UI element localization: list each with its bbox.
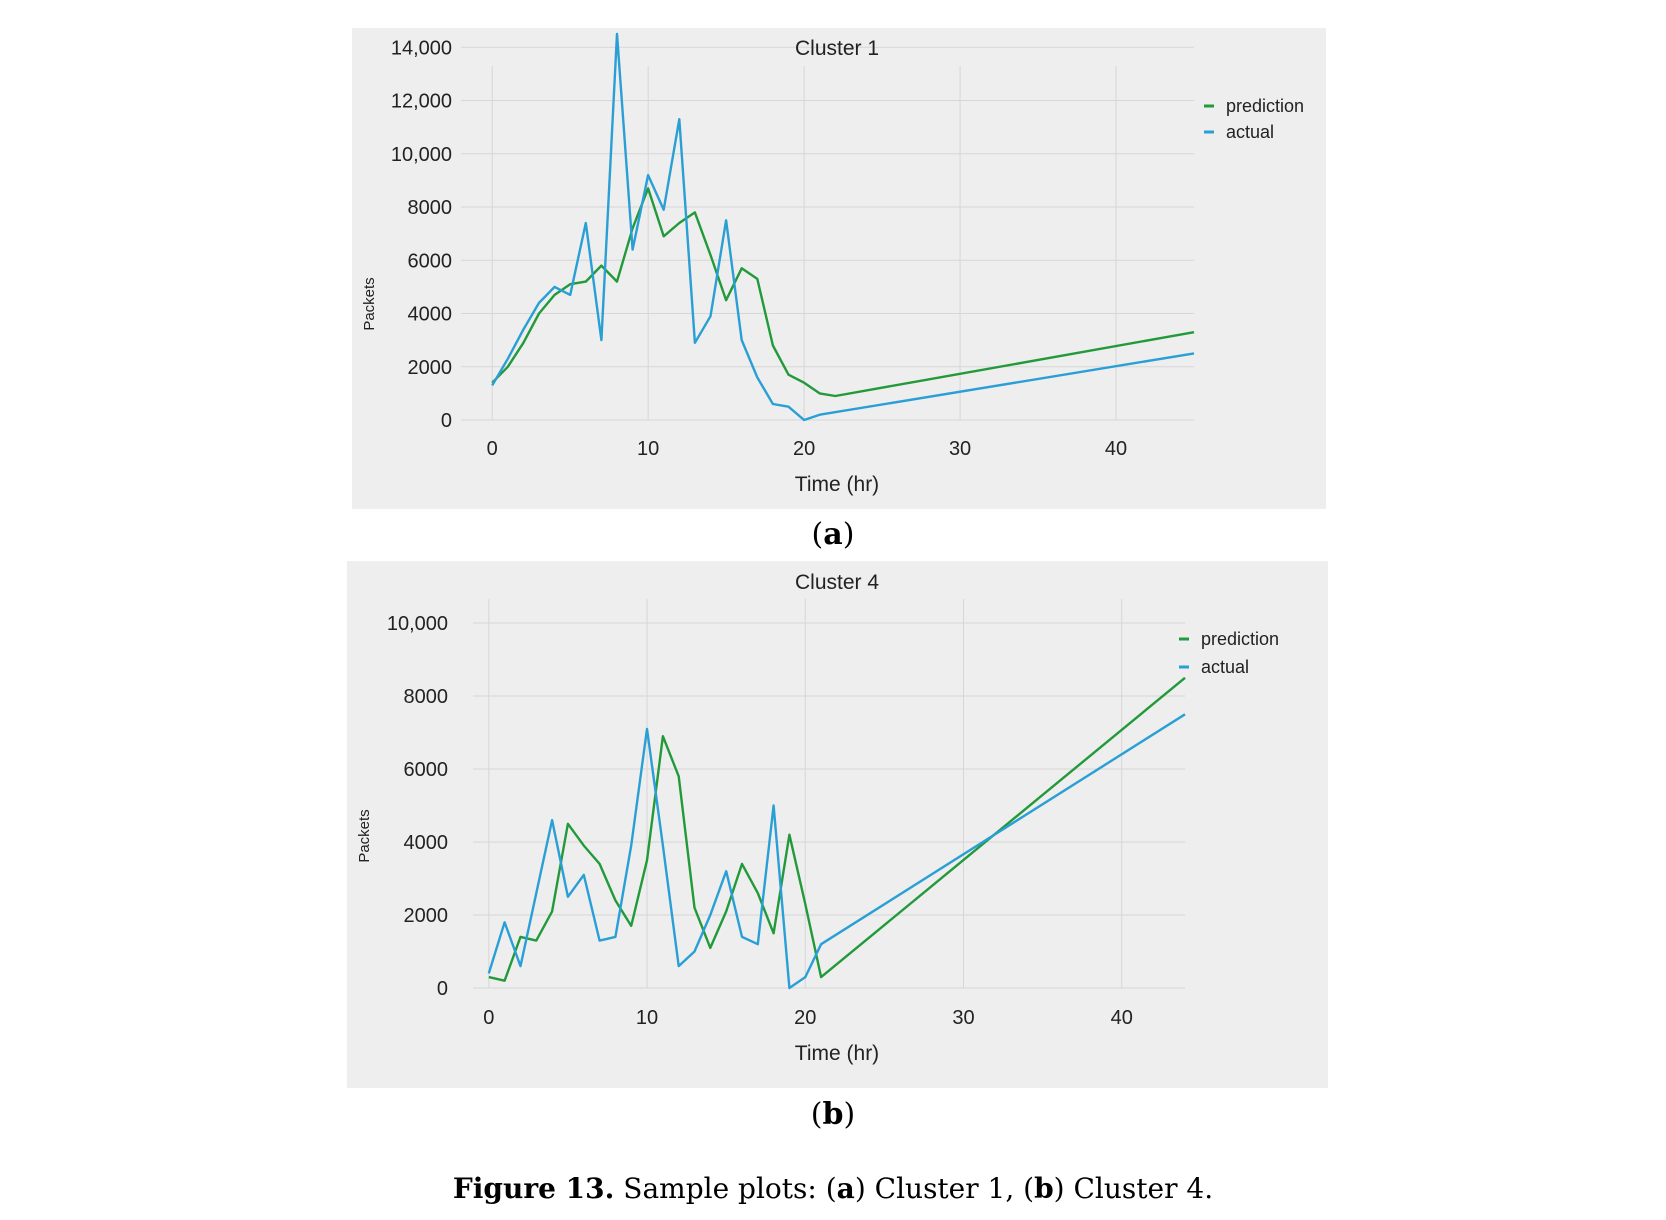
c2-series-line-prediction — [488, 676, 1186, 982]
subfigure-label-b: (b) — [810, 1097, 856, 1132]
c2-y-tick-label: 4000 — [404, 832, 449, 854]
c1-legend-label-prediction: prediction — [1226, 96, 1304, 116]
c2-legend-label-actual: actual — [1201, 657, 1249, 677]
c1-y-tick-label: 0 — [441, 410, 452, 432]
c1-y-tick-label: 6000 — [408, 250, 453, 272]
c1-x-axis-title: Time (hr) — [795, 473, 879, 496]
subfigure-label-a: (a) — [811, 517, 855, 552]
c2-y-tick-label: 10,000 — [387, 613, 448, 635]
chart-panel-cluster-4: Cluster 4 0 2000 4000 6000 8000 10,000 0 10 20 30 4… — [347, 561, 1328, 1088]
c2-x-tick-label: 40 — [1111, 1007, 1133, 1029]
c2-y-tick-label: 6000 — [404, 759, 449, 781]
c2-series-line-actual — [487, 713, 1186, 990]
c2-y-tick-label: 8000 — [404, 686, 449, 708]
c1-x-tick-label: 0 — [487, 438, 498, 460]
c1-x-tick-label: 10 — [637, 438, 659, 460]
c1-y-tick-label: 12,000 — [391, 91, 452, 113]
c2-x-tick-label: 0 — [483, 1007, 494, 1029]
c2-x-tick-label: 30 — [952, 1007, 974, 1029]
c2-legend-label-prediction: prediction — [1201, 629, 1279, 649]
figure-caption: Figure 13. Sample plots: (a) Cluster 1, … — [452, 1172, 1214, 1205]
c2-x-axis-title: Time (hr) — [795, 1042, 879, 1065]
c1-x-tick-label: 30 — [949, 438, 971, 460]
c2-y-tick-label: 0 — [437, 978, 448, 1000]
c1-series-line-actual — [491, 32, 1195, 422]
chart-panel-cluster-1: Cluster 1 0 2000 4000 6000 8000 10,000 12,000 14… — [352, 28, 1326, 509]
c2-x-tick-label: 10 — [636, 1007, 658, 1029]
chart-cluster-4: Cluster 4 0 2000 4000 6000 8000 10,000 0 10 20 30 4… — [356, 571, 1279, 1065]
c1-y-axis-title: Packets — [361, 277, 378, 330]
c2-y-axis-title: Packets — [356, 809, 373, 862]
c2-y-tick-label: 2000 — [404, 905, 449, 927]
c1-y-tick-label: 4000 — [408, 304, 453, 326]
c1-x-tick-label: 40 — [1105, 438, 1127, 460]
c1-chart-title: Cluster 1 — [795, 37, 879, 60]
c1-legend-label-actual: actual — [1226, 122, 1274, 142]
c2-chart-title: Cluster 4 — [795, 571, 879, 594]
c1-x-tick-label: 20 — [793, 438, 815, 460]
c1-y-tick-label: 14,000 — [391, 37, 452, 59]
c1-y-tick-label: 8000 — [408, 197, 453, 219]
c1-y-tick-label: 2000 — [408, 357, 453, 379]
c2-x-tick-label: 20 — [794, 1007, 816, 1029]
c1-y-tick-label: 10,000 — [391, 144, 452, 166]
chart-cluster-1: Cluster 1 0 2000 4000 6000 8000 10,000 12,000 14… — [361, 32, 1304, 496]
c1-series-line-prediction — [491, 187, 1195, 398]
caption-label: Figure 13. — [452, 1172, 615, 1205]
